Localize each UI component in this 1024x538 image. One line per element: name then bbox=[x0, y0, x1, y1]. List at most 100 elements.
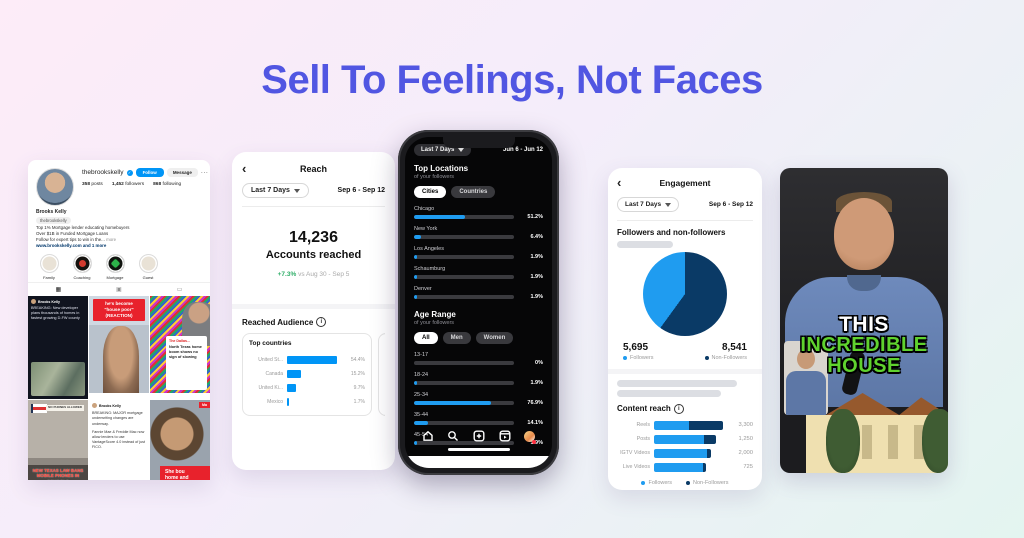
insights-phone: Last 7 Days Jun 6 - Jun 12 Top Locations… bbox=[398, 130, 559, 475]
age-row: 45-54 1.9% bbox=[414, 432, 543, 446]
chevron-down-icon bbox=[293, 188, 300, 193]
age-row: 25-34 76.9% bbox=[414, 392, 543, 406]
highlight-circle bbox=[72, 254, 92, 274]
profile-category-badge[interactable]: thebrookskelly bbox=[36, 216, 71, 225]
aerial-photo bbox=[31, 362, 85, 397]
texas-flag bbox=[31, 404, 47, 414]
followers-pie-chart bbox=[643, 252, 727, 336]
followers-dot bbox=[623, 356, 627, 360]
highlight-mortgage[interactable]: Mortgage bbox=[104, 254, 126, 280]
engagement-card: ‹ Engagement Last 7 Days Sep 6 - Sep 12 … bbox=[608, 168, 762, 490]
info-icon[interactable]: i bbox=[673, 404, 684, 414]
stat-following[interactable]: 868 following bbox=[153, 182, 182, 187]
tab-men[interactable]: Men bbox=[442, 332, 471, 344]
profile-username: thebrookskelly bbox=[82, 169, 124, 176]
period-dropdown[interactable]: Last 7 Days bbox=[242, 183, 309, 198]
highlight-circle bbox=[105, 254, 125, 274]
post-news-headline[interactable]: The Dallas... North Texas home boom show… bbox=[150, 296, 210, 394]
engagement-title: Engagement bbox=[659, 177, 711, 188]
highlight-circle bbox=[39, 254, 59, 274]
bio-line: Top 1% Mortgage lender educating homebuy… bbox=[36, 225, 130, 231]
profile-link[interactable]: www.brookskelly.com and 1 more bbox=[36, 243, 107, 249]
thinking-man-cutout bbox=[784, 341, 828, 415]
info-icon[interactable]: i bbox=[316, 317, 327, 327]
message-button[interactable]: Message bbox=[166, 168, 198, 177]
phone-screen: Last 7 Days Jun 6 - Jun 12 Top Locations… bbox=[405, 137, 552, 468]
non-followers-stat: 8,541 Non-Followers bbox=[704, 342, 747, 361]
content-reach-row: Reels 3,300 bbox=[636, 420, 753, 430]
highlight-family[interactable]: Family bbox=[38, 254, 60, 280]
age-row: 18-24 1.9% bbox=[414, 372, 543, 386]
top-countries-card: Top countries United St... 54.4% Canada … bbox=[242, 333, 372, 416]
period-dropdown[interactable]: Last 7 Days bbox=[617, 197, 680, 212]
country-row: United St... 54.4% bbox=[258, 356, 365, 364]
skeleton-bar bbox=[617, 390, 721, 397]
date-range: Jun 6 - Jun 12 bbox=[502, 147, 543, 153]
tree bbox=[922, 409, 948, 473]
profile-avatar-icon[interactable] bbox=[524, 430, 537, 444]
chevron-down-icon bbox=[458, 148, 465, 152]
more-options-icon[interactable]: ··· bbox=[200, 169, 209, 176]
bio-more-link[interactable]: more bbox=[106, 237, 117, 243]
tab-all[interactable]: All bbox=[414, 332, 438, 344]
stat-posts: 358 posts bbox=[82, 182, 103, 187]
location-row: Los Angeles 1.9% bbox=[414, 246, 543, 260]
follow-button[interactable]: Follow bbox=[135, 168, 164, 177]
tagged-tab-icon[interactable]: ▭ bbox=[176, 287, 183, 294]
video-thumbnail[interactable]: THIS INCREDIBLE HOUSE bbox=[780, 168, 948, 473]
country-row: United Ki... 9.7% bbox=[258, 384, 365, 392]
reels-icon[interactable] bbox=[499, 430, 511, 442]
post-underwriting-changes[interactable]: Brooks Kelly BREAKING: MAJOR mortgage un… bbox=[89, 400, 149, 480]
home-icon[interactable] bbox=[422, 430, 434, 442]
skeleton-bar bbox=[617, 241, 673, 248]
location-row: Denver 1.9% bbox=[414, 286, 543, 300]
tab-countries[interactable]: Countries bbox=[451, 186, 496, 198]
reach-card: ‹ Reach Last 7 Days Sep 6 - Sep 12 14,23… bbox=[232, 152, 395, 470]
top-locations-heading: Top Locations bbox=[414, 164, 469, 173]
date-range: Sep 6 - Sep 12 bbox=[337, 187, 385, 194]
non-followers-dot bbox=[704, 356, 709, 360]
grid-tab-icon[interactable]: ▦ bbox=[55, 287, 62, 294]
highlight-guest[interactable]: Guest bbox=[137, 254, 159, 280]
phone-notch bbox=[442, 137, 515, 148]
bio-line: Follow for expert tips to win in the... … bbox=[36, 237, 117, 243]
post-she-bought-home[interactable]: Ma She bou home and bbox=[150, 400, 210, 480]
reach-title: Reach bbox=[299, 163, 327, 174]
content-reach-row: IGTV Videos 2,000 bbox=[620, 448, 753, 458]
age-range-heading: Age Range bbox=[414, 310, 456, 319]
age-row: 13-17 0% bbox=[414, 352, 543, 366]
page-title: Sell To Feelings, Not Faces bbox=[261, 58, 763, 102]
screen-bottom-area bbox=[405, 456, 552, 468]
instagram-profile-card: thebrookskelly ✓ Follow Message ··· 358 … bbox=[28, 160, 210, 480]
reached-audience-heading: Reached Audience i bbox=[242, 317, 385, 327]
country-row: Canada 15.2% bbox=[265, 370, 365, 378]
reels-tab-icon[interactable]: ▣ bbox=[116, 287, 122, 294]
tab-cities[interactable]: Cities bbox=[414, 186, 447, 198]
post-breaking-developer[interactable]: Brooks Kelly BREAKING: New developer pla… bbox=[28, 296, 88, 400]
tab-women[interactable]: Women bbox=[475, 332, 514, 344]
highlight-coaching[interactable]: Coaching bbox=[71, 254, 93, 280]
search-icon[interactable] bbox=[447, 430, 459, 442]
content-reach-row: Live Videos 725 bbox=[622, 462, 753, 472]
profile-avatar[interactable] bbox=[36, 168, 74, 206]
tree bbox=[826, 409, 860, 473]
create-post-icon[interactable] bbox=[473, 430, 485, 442]
man-head bbox=[834, 198, 894, 270]
location-row: New York 6.4% bbox=[414, 226, 543, 240]
verified-badge-icon: ✓ bbox=[126, 169, 133, 176]
back-chevron-icon[interactable]: ‹ bbox=[242, 161, 247, 176]
post-phone-ban-law[interactable]: NO PHONES ALLOWED NEW TEXAS LAW BANS MOB… bbox=[28, 400, 88, 480]
chevron-down-icon bbox=[665, 202, 672, 207]
content-reach-row: Posts 1,250 bbox=[636, 434, 753, 444]
date-range: Sep 6 - Sep 12 bbox=[708, 201, 753, 208]
skeleton-bar bbox=[617, 380, 737, 387]
profile-display-name: Brooks Kelly bbox=[36, 209, 67, 215]
back-chevron-icon[interactable]: ‹ bbox=[617, 175, 622, 190]
content-reach-legend: Followers Non-Followers bbox=[617, 480, 753, 486]
location-row: Schaumburg 1.9% bbox=[414, 266, 543, 280]
post-house-poor-reaction[interactable]: he's become "house poor" (REACTION) bbox=[89, 296, 149, 394]
followers-stat: 5,695 Followers bbox=[623, 342, 654, 361]
country-row: Mexico 1.7% bbox=[267, 398, 365, 406]
stat-followers[interactable]: 1,452 followers bbox=[111, 182, 145, 187]
age-row: 35-44 14.1% bbox=[414, 412, 543, 426]
